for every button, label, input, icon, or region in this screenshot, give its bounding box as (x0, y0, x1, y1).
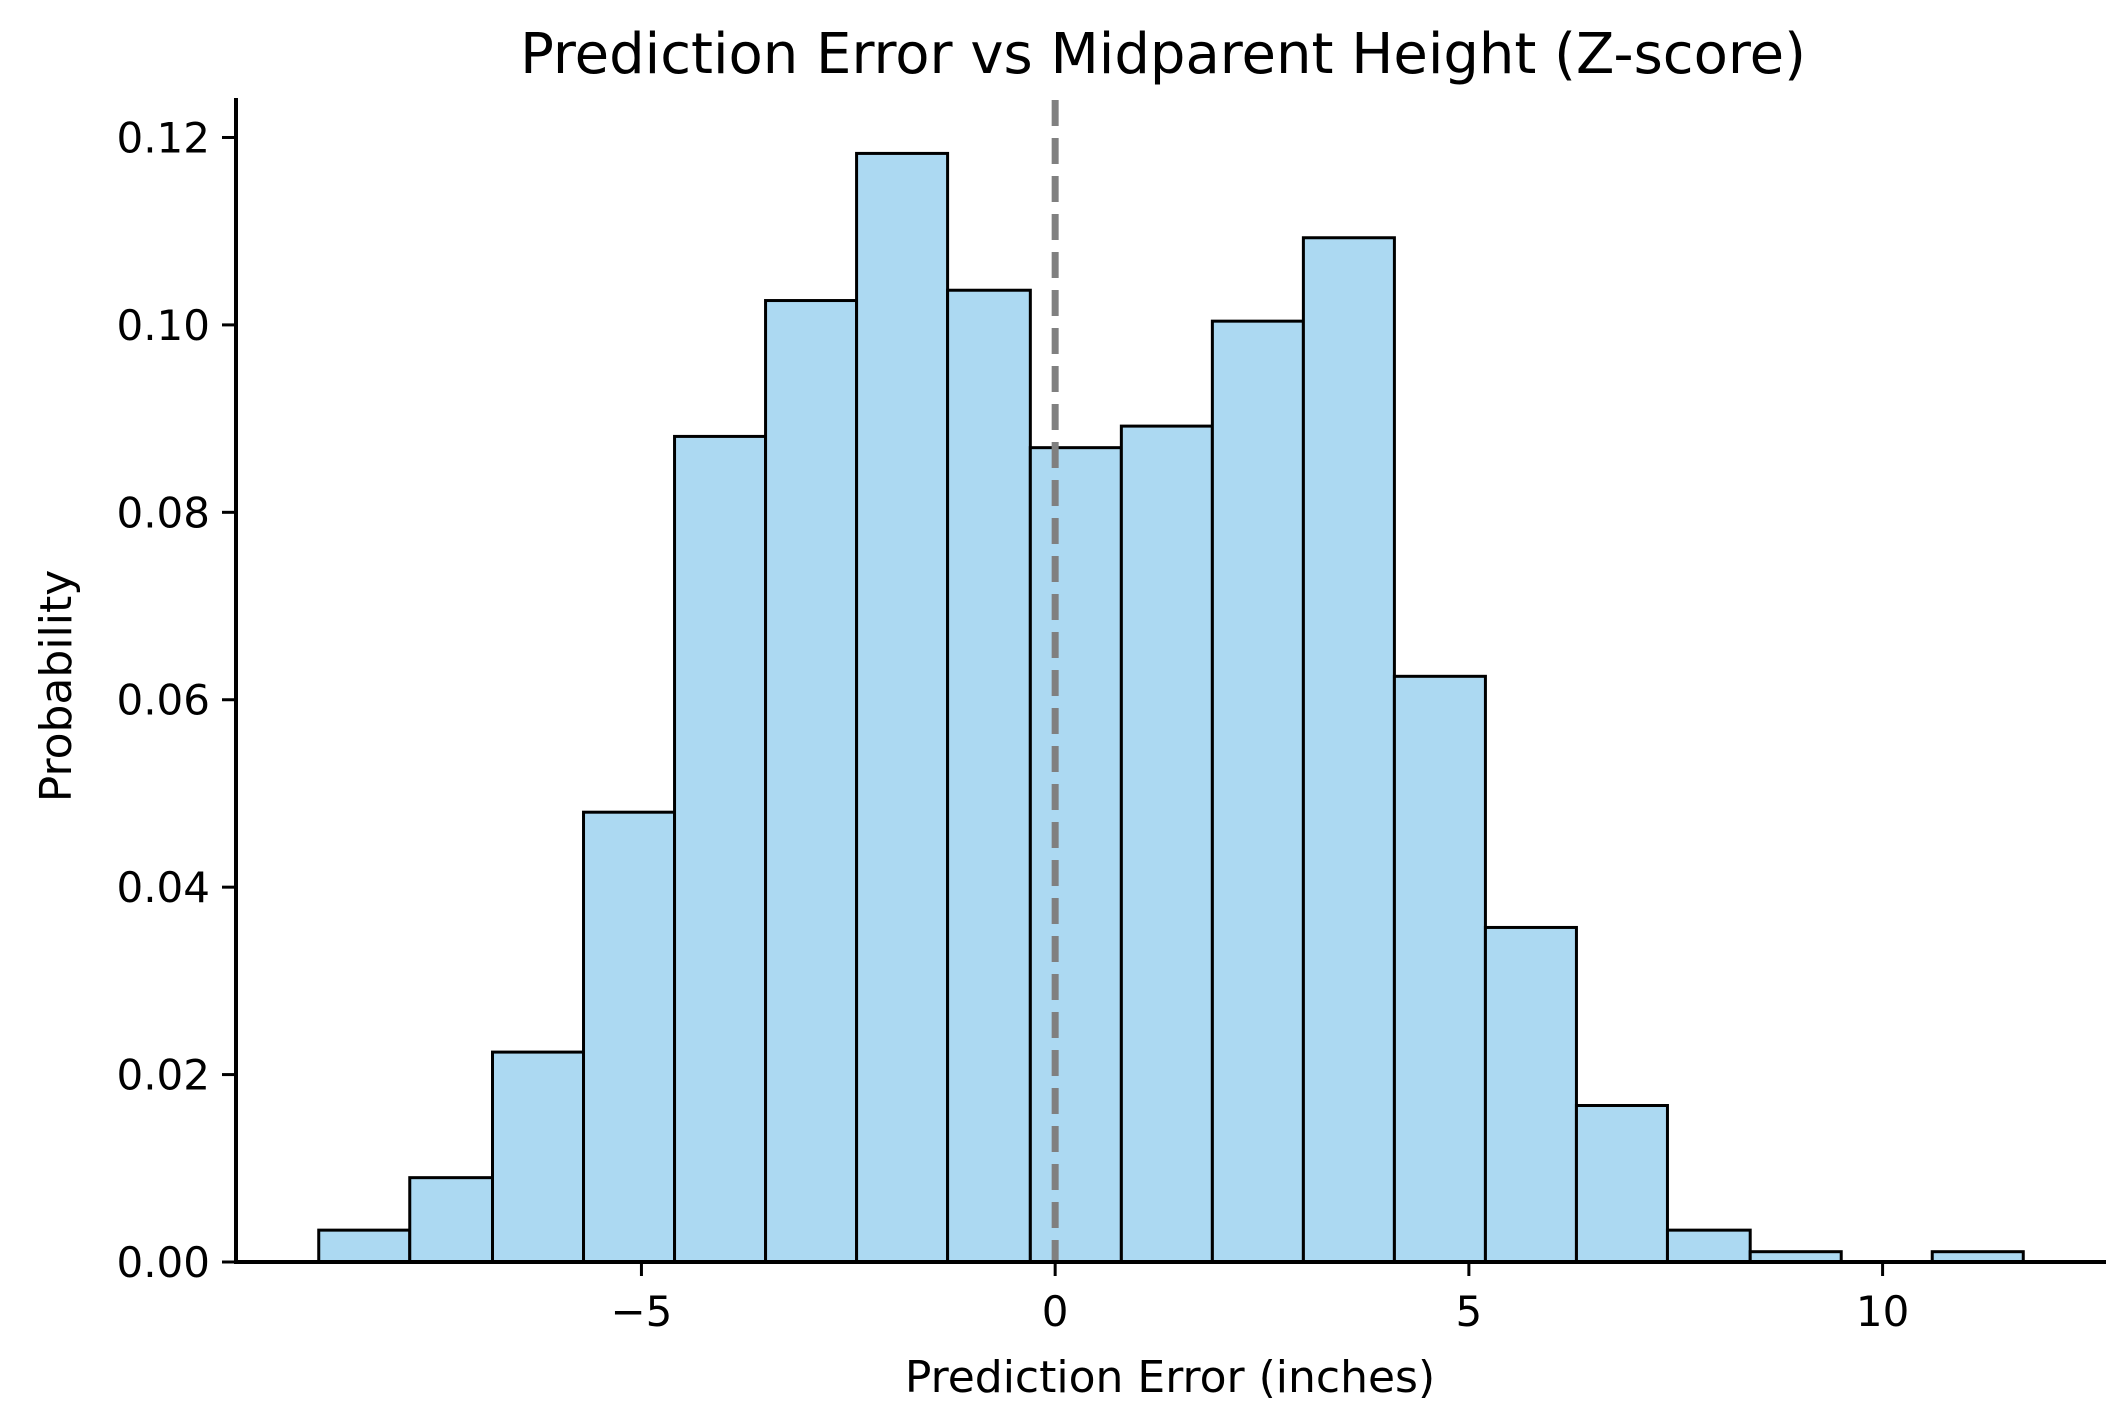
axes-layer (234, 98, 2106, 1264)
histogram-bar (582, 810, 677, 1264)
y-tick-label: 0.08 (116, 488, 210, 537)
y-tick-label: 0.00 (116, 1238, 210, 1287)
histogram-bar (764, 299, 859, 1264)
histogram-bar (408, 1176, 495, 1264)
x-tick-label: −5 (610, 1287, 672, 1336)
histogram-bar (491, 1050, 586, 1264)
histogram-bar (1574, 1104, 1669, 1264)
y-tick-label: 0.02 (116, 1051, 210, 1100)
y-tick-label: 0.12 (116, 113, 210, 162)
x-tick-label: 10 (1856, 1287, 1909, 1336)
histogram-bar (946, 288, 1032, 1264)
histogram-bar (1483, 925, 1578, 1264)
y-axis-label: Probability (31, 570, 82, 803)
histogram-bar (855, 151, 950, 1264)
x-ticks: −5 0 5 10 (610, 1262, 1909, 1336)
y-tick-label: 0.06 (116, 676, 210, 725)
chart-title: Prediction Error vs Midparent Height (Z-… (520, 22, 1806, 87)
histogram-bar (1392, 674, 1487, 1264)
y-ticks: 0.00 0.02 0.04 0.06 0.08 0.10 0.12 (116, 113, 236, 1287)
x-tick-label: 5 (1456, 1287, 1483, 1336)
histogram-bar (1119, 424, 1214, 1264)
histogram-bar (1210, 319, 1305, 1264)
y-tick-label: 0.04 (116, 863, 210, 912)
y-tick-label: 0.10 (116, 301, 210, 350)
bars-layer (317, 151, 2025, 1264)
histogram-bar (1028, 446, 1123, 1264)
histogram-bar (673, 434, 768, 1264)
x-tick-label: 0 (1042, 1287, 1069, 1336)
histogram-bar (317, 1228, 412, 1264)
x-axis-label: Prediction Error (inches) (905, 1352, 1435, 1403)
histogram-bar (1665, 1228, 1752, 1264)
histogram-bar (1301, 236, 1396, 1264)
